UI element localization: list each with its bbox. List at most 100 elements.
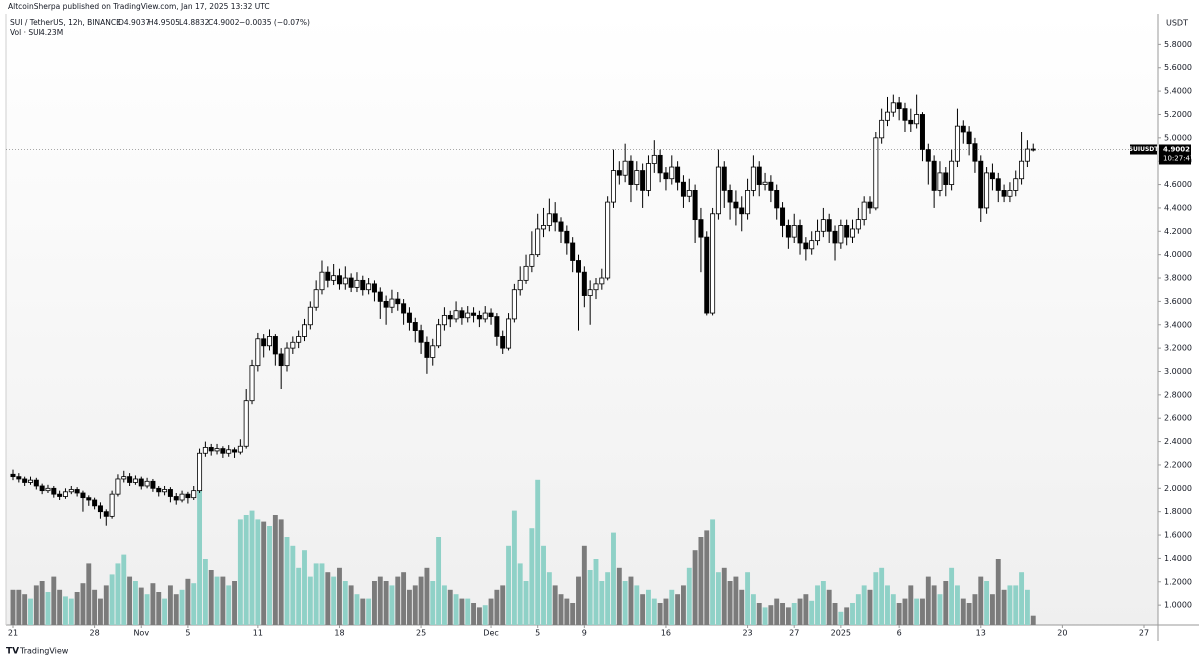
volume-bar [307,576,313,625]
volume-bar [931,585,937,625]
candle-body [156,487,162,493]
candle-body [850,228,856,238]
volume-bar [202,559,208,625]
volume-bar [756,603,762,625]
volume-bar [855,594,861,625]
volume-bar [902,598,908,625]
volume-bar [214,576,220,625]
candle-body [412,322,418,331]
price-tag-label: 4.9002 [1163,145,1190,153]
candle-body [884,111,890,121]
volume-bar [406,589,412,625]
volume-bar [955,585,960,625]
volume-bar [809,600,815,625]
candle-body [651,154,657,164]
candle-body [208,447,214,452]
volume-bar [232,581,237,625]
volume-bar [74,592,80,625]
candle-body [984,172,990,209]
candle-body [441,315,447,326]
candle-body [249,365,255,402]
candle-body [226,449,232,454]
candle-body [424,341,430,358]
y-tick-label: 5.8000 [1164,40,1192,49]
volume-bar [109,574,115,625]
candle-body [243,400,249,447]
candle-body [115,478,121,495]
candle-body [383,300,389,308]
candle-body [960,125,966,133]
candle-body [587,289,593,296]
candle-body [511,289,517,320]
candle-body [453,310,459,320]
candle-body [768,181,774,191]
candle-body [628,160,634,185]
candle-body [715,166,721,215]
candle-body [820,219,826,232]
volume-bar [803,594,809,625]
x-tick-label: 13 [976,629,986,638]
candle-body [861,201,867,221]
volume-bar [564,598,570,625]
candle-body [179,493,185,501]
volume-bar [797,598,803,625]
candle-body [873,137,879,209]
volume-bar [1007,585,1013,625]
candle-body [27,479,33,483]
y-tick-label: 5.0000 [1164,133,1192,142]
volume-bar [243,515,249,625]
volume-bar [138,587,144,625]
candle-body [896,102,902,110]
candle-body [680,181,686,197]
volume-bar [890,594,896,625]
volume-bar [838,611,844,625]
y-tick-label: 1.2000 [1164,577,1192,586]
volume-bar [173,594,179,625]
candle-body [541,225,547,230]
candle-body [844,225,850,238]
candle-body [535,228,541,256]
candle-body [150,480,156,489]
volume-bar [68,598,74,625]
candle-body [564,230,570,244]
x-tick-label: 27 [1139,629,1149,638]
volume-bar [220,576,226,625]
volume-bar [896,603,902,625]
volume-bar [651,598,657,625]
candle-body [103,511,109,517]
volume-bar [45,592,51,625]
volume-bar [331,576,337,625]
volume-bar [576,576,581,625]
volume-bar [226,585,232,625]
volume-bar [850,603,855,625]
volume-bar [197,466,203,625]
volume-bar [278,519,284,625]
volume-bar [389,585,395,625]
candle-body [972,143,978,162]
volume-bar [103,585,109,625]
candle-body [57,493,63,497]
candle-body [1024,148,1030,162]
y-tick-label: 4.6000 [1164,180,1192,189]
volume-bar [593,559,599,625]
volume-bar [599,581,605,625]
candle-body [576,260,582,273]
candle-body [121,476,127,480]
candle-body [1030,148,1036,151]
volume-bar [616,567,622,625]
candle-body [144,480,150,487]
candle-body [756,166,762,185]
candle-body [86,497,92,501]
volume-bar [727,581,733,625]
volume-bar [774,598,780,625]
candle-body [482,312,488,320]
candle-body [290,341,296,349]
volume-bar [127,576,133,625]
volume-bar [372,581,377,625]
candle-body [610,170,616,203]
candle-body [978,160,984,209]
volume-bar [733,576,739,625]
volume-bar [646,589,651,625]
candle-body [39,485,45,492]
volume-bar [447,589,453,625]
